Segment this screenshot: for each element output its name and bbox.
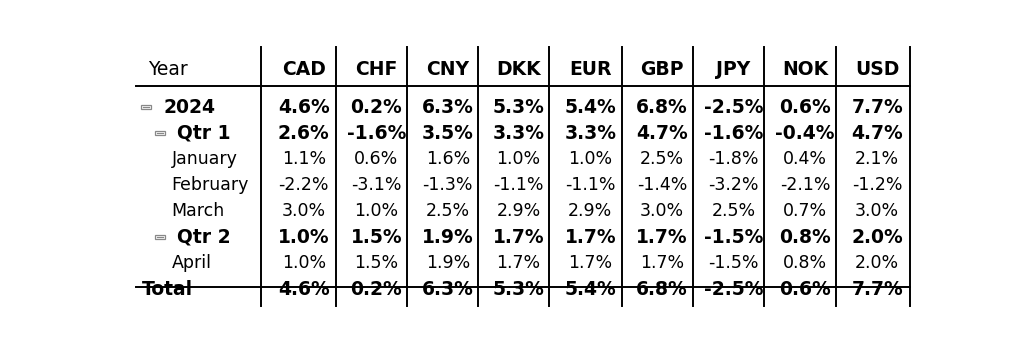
Text: 2.5%: 2.5% xyxy=(640,150,684,168)
Text: 2.0%: 2.0% xyxy=(851,228,903,247)
Text: 2.9%: 2.9% xyxy=(568,202,612,220)
Text: 0.6%: 0.6% xyxy=(779,98,830,117)
Text: 0.6%: 0.6% xyxy=(354,150,398,168)
Text: CHF: CHF xyxy=(355,60,397,79)
Text: EUR: EUR xyxy=(569,60,611,79)
Text: 6.3%: 6.3% xyxy=(422,98,474,117)
Text: 1.1%: 1.1% xyxy=(282,150,326,168)
Text: -1.4%: -1.4% xyxy=(637,176,687,194)
FancyBboxPatch shape xyxy=(155,131,165,135)
Text: 2.5%: 2.5% xyxy=(712,202,756,220)
Text: 3.0%: 3.0% xyxy=(640,202,684,220)
Text: 7.7%: 7.7% xyxy=(851,280,903,299)
Text: 6.8%: 6.8% xyxy=(636,280,688,299)
Text: 1.9%: 1.9% xyxy=(422,228,474,247)
Text: 1.7%: 1.7% xyxy=(564,228,616,247)
Text: 1.0%: 1.0% xyxy=(568,150,612,168)
Text: -1.3%: -1.3% xyxy=(423,176,473,194)
Text: 2.0%: 2.0% xyxy=(855,254,899,272)
Text: -2.5%: -2.5% xyxy=(703,280,763,299)
Text: 0.2%: 0.2% xyxy=(350,98,402,117)
Text: -1.6%: -1.6% xyxy=(347,124,407,143)
Text: Total: Total xyxy=(142,280,194,299)
Text: -1.5%: -1.5% xyxy=(709,254,759,272)
Text: 3.0%: 3.0% xyxy=(282,202,326,220)
Text: -1.8%: -1.8% xyxy=(709,150,759,168)
Text: -1.1%: -1.1% xyxy=(494,176,544,194)
Text: March: March xyxy=(172,202,225,220)
Text: April: April xyxy=(172,254,212,272)
Text: 0.2%: 0.2% xyxy=(350,280,402,299)
Text: 0.6%: 0.6% xyxy=(779,280,830,299)
Text: 6.3%: 6.3% xyxy=(422,280,474,299)
Text: 2024: 2024 xyxy=(164,98,216,117)
Text: 2.1%: 2.1% xyxy=(855,150,899,168)
Text: 3.3%: 3.3% xyxy=(564,124,616,143)
Text: -2.2%: -2.2% xyxy=(279,176,329,194)
Text: 2.9%: 2.9% xyxy=(497,202,541,220)
Text: 4.7%: 4.7% xyxy=(851,124,903,143)
Text: DKK: DKK xyxy=(497,60,541,79)
Text: 0.8%: 0.8% xyxy=(783,254,827,272)
FancyBboxPatch shape xyxy=(141,105,152,109)
Text: 2.5%: 2.5% xyxy=(426,202,470,220)
Text: GBP: GBP xyxy=(640,60,684,79)
Text: 3.0%: 3.0% xyxy=(855,202,899,220)
Text: -1.5%: -1.5% xyxy=(703,228,763,247)
Text: 1.0%: 1.0% xyxy=(497,150,541,168)
Text: 1.0%: 1.0% xyxy=(354,202,398,220)
Text: -3.1%: -3.1% xyxy=(351,176,401,194)
Text: JPY: JPY xyxy=(717,60,751,79)
Text: 4.6%: 4.6% xyxy=(278,98,330,117)
Text: Year: Year xyxy=(147,60,187,79)
Text: 0.8%: 0.8% xyxy=(779,228,830,247)
Text: 1.7%: 1.7% xyxy=(640,254,684,272)
Text: 1.9%: 1.9% xyxy=(426,254,470,272)
Text: 5.4%: 5.4% xyxy=(564,280,616,299)
Text: 3.5%: 3.5% xyxy=(422,124,474,143)
Text: -1.2%: -1.2% xyxy=(852,176,902,194)
Text: 1.7%: 1.7% xyxy=(636,228,688,247)
Text: 1.0%: 1.0% xyxy=(282,254,326,272)
Text: 1.0%: 1.0% xyxy=(278,228,330,247)
Text: 2.6%: 2.6% xyxy=(278,124,330,143)
Text: 1.5%: 1.5% xyxy=(350,228,402,247)
Text: 0.7%: 0.7% xyxy=(783,202,827,220)
Text: 1.7%: 1.7% xyxy=(497,254,541,272)
Text: -0.4%: -0.4% xyxy=(775,124,835,143)
Text: Qtr 1: Qtr 1 xyxy=(177,124,230,143)
Text: -1.1%: -1.1% xyxy=(565,176,615,194)
Text: -2.1%: -2.1% xyxy=(779,176,830,194)
Text: 5.3%: 5.3% xyxy=(493,98,545,117)
Text: 3.3%: 3.3% xyxy=(493,124,545,143)
Text: 4.6%: 4.6% xyxy=(278,280,330,299)
Text: 1.7%: 1.7% xyxy=(493,228,545,247)
Text: -3.2%: -3.2% xyxy=(709,176,759,194)
Text: -1.6%: -1.6% xyxy=(703,124,763,143)
Text: Qtr 2: Qtr 2 xyxy=(177,228,230,247)
Text: 1.7%: 1.7% xyxy=(568,254,612,272)
Text: February: February xyxy=(172,176,249,194)
Text: CAD: CAD xyxy=(282,60,326,79)
Text: NOK: NOK xyxy=(782,60,828,79)
Text: 0.4%: 0.4% xyxy=(783,150,827,168)
Text: USD: USD xyxy=(855,60,899,79)
Text: 4.7%: 4.7% xyxy=(636,124,688,143)
Text: 1.6%: 1.6% xyxy=(426,150,470,168)
Text: 1.5%: 1.5% xyxy=(354,254,398,272)
Text: -2.5%: -2.5% xyxy=(703,98,763,117)
Text: January: January xyxy=(172,150,238,168)
Text: CNY: CNY xyxy=(426,60,469,79)
Text: 5.3%: 5.3% xyxy=(493,280,545,299)
FancyBboxPatch shape xyxy=(155,235,165,239)
Text: 7.7%: 7.7% xyxy=(851,98,903,117)
Text: 5.4%: 5.4% xyxy=(564,98,616,117)
Text: 6.8%: 6.8% xyxy=(636,98,688,117)
